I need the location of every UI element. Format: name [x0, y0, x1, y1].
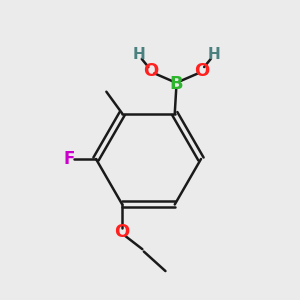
Text: O: O — [194, 62, 209, 80]
Text: F: F — [63, 150, 75, 168]
Text: O: O — [143, 62, 158, 80]
Text: H: H — [132, 47, 145, 62]
Text: H: H — [207, 47, 220, 62]
Text: O: O — [115, 223, 130, 241]
Text: B: B — [169, 74, 183, 92]
